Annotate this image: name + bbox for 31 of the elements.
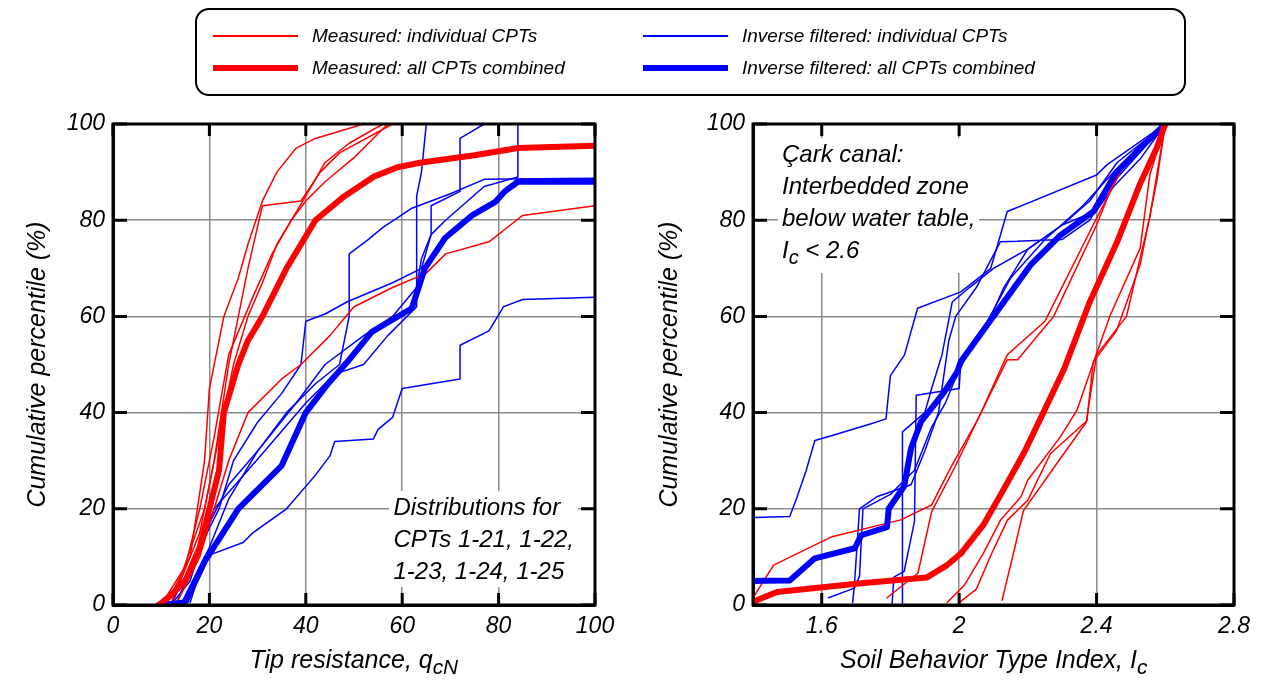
y-tick-label: 40: [79, 397, 106, 424]
y-tick-label: 100: [66, 109, 106, 136]
legend-label: Inverse filtered: individual CPTs: [742, 25, 1008, 47]
x-tick-label: 2.4: [1079, 612, 1113, 639]
x-tick-label: 2: [951, 612, 966, 639]
y-tick-label: 20: [78, 494, 106, 521]
y-tick-label: 100: [706, 109, 746, 136]
x-axis-title: Tip resistance, q$_{cN}$: [249, 645, 459, 679]
x-axis-title: Soil Behavior Type Index, I$_{c}$: [840, 645, 1148, 679]
y-tick-label: 60: [719, 301, 746, 328]
x-tick-label: 40: [293, 612, 319, 639]
y-tick-label: 60: [79, 301, 106, 328]
y-tick-label: 20: [718, 494, 746, 521]
x-tick-label: 100: [575, 612, 615, 639]
legend-label: Inverse filtered: all CPTs combined: [742, 57, 1035, 79]
x-tick-label: 20: [195, 612, 223, 639]
annotation: Çark canal: Interbedded zone below water table, I$_{c}$ < 2.6: [778, 138, 980, 273]
y-axis-title: Cumulative percentile (%): [21, 221, 51, 508]
y-tick-label: 80: [719, 205, 746, 232]
y-axis-title: Cumulative percentile (%): [653, 221, 683, 508]
y-tick-label: 40: [719, 397, 746, 424]
y-tick-label: 0: [732, 590, 746, 617]
x-tick-label: 60: [389, 612, 416, 639]
legend-label: Measured: all CPTs combined: [312, 57, 565, 79]
y-tick-label: 80: [79, 205, 106, 232]
legend-label: Measured: individual CPTs: [312, 25, 538, 47]
annotation: Distributions for CPTs 1-21, 1-22, 1-23, 1-24, 1-25: [389, 491, 578, 587]
x-tick-label: 1.6: [805, 612, 838, 639]
x-tick-label: 80: [485, 612, 512, 639]
x-tick-label: 2.8: [1217, 612, 1251, 639]
y-tick-label: 0: [92, 590, 106, 617]
